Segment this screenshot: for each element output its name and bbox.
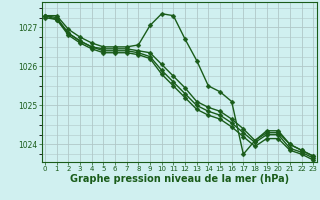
X-axis label: Graphe pression niveau de la mer (hPa): Graphe pression niveau de la mer (hPa)	[70, 174, 289, 184]
